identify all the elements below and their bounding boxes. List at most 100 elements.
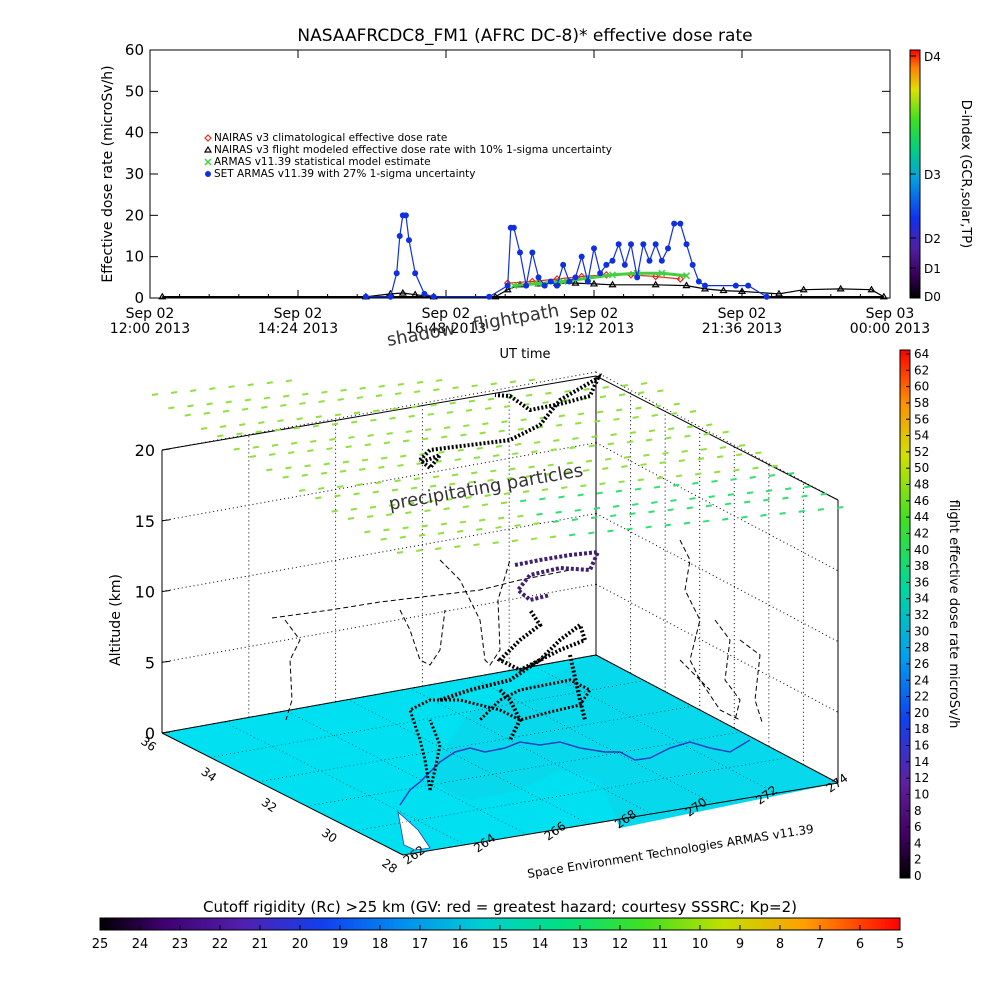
series-point [529, 249, 536, 256]
rigidity-tick-label: 10 [692, 937, 709, 952]
particle-mark [590, 516, 598, 520]
top-x-axis-label: UT time [500, 347, 551, 362]
particle-mark [168, 406, 175, 410]
series-point [683, 241, 690, 248]
particle-mark [190, 389, 197, 393]
particle-mark [413, 477, 420, 481]
particle-mark [318, 399, 325, 403]
particle-mark [414, 390, 421, 394]
particle-mark [746, 491, 754, 495]
particle-mark [536, 512, 543, 516]
particle-mark [571, 518, 579, 522]
dose-colorbar: 0246810121416182022242628303234363840424… [899, 347, 961, 883]
series-point [689, 261, 696, 268]
particle-mark [369, 505, 377, 509]
dose-tick-label: 6 [914, 820, 922, 834]
particle-mark [370, 418, 377, 422]
top-x-tick-label-date: Sep 02 [718, 306, 767, 322]
particle-mark [380, 537, 387, 541]
rigidity-tick-label: 18 [372, 937, 389, 952]
particle-mark [765, 489, 773, 493]
particle-mark [694, 472, 702, 476]
grid-line [409, 688, 652, 815]
particle-mark [408, 501, 415, 505]
series-point [836, 284, 845, 292]
particle-mark [337, 485, 344, 489]
rigidity-colorbar: Cutoff rigidity (Rc) >25 km (GV: red = g… [92, 898, 904, 952]
series-point [732, 282, 739, 289]
particle-mark [290, 441, 298, 445]
particle-mark [678, 459, 685, 463]
particle-mark [730, 477, 737, 481]
particle-mark [435, 378, 443, 382]
particle-mark [380, 456, 388, 460]
particle-mark [509, 380, 517, 384]
particle-mark [454, 458, 462, 462]
particle-mark [755, 451, 762, 455]
particle-mark [653, 485, 661, 489]
series-point [421, 290, 428, 297]
grid-line [595, 654, 839, 784]
particle-mark [749, 475, 756, 479]
flightpath-label: flightpath [471, 300, 560, 336]
particle-mark [247, 383, 254, 387]
series-point [402, 212, 409, 219]
particle-mark [271, 443, 279, 447]
series-point [603, 261, 610, 268]
particle-mark [326, 447, 333, 451]
particle-mark [457, 448, 464, 452]
particle-mark [459, 520, 467, 524]
series-point [634, 274, 641, 281]
particle-mark [244, 398, 252, 402]
particle-mark [236, 432, 243, 436]
particle-mark [525, 474, 532, 478]
particle-mark [268, 453, 276, 457]
particle-mark [329, 437, 336, 441]
dose-tick-label: 48 [914, 478, 929, 492]
altitude-tick [161, 731, 171, 734]
dose-tick-label: 38 [914, 559, 929, 573]
rigidity-tick-label: 7 [816, 937, 824, 952]
latitude-tick-label: 32 [259, 795, 280, 815]
particle-mark [662, 451, 669, 455]
particle-mark [353, 411, 361, 415]
particle-mark [544, 472, 552, 476]
particle-mark [408, 414, 415, 418]
particle-mark [482, 422, 489, 426]
particle-mark [615, 489, 622, 493]
series-point [602, 271, 611, 279]
particle-mark [416, 380, 424, 384]
particle-mark [473, 456, 481, 460]
particle-mark [594, 419, 601, 423]
particle-mark [151, 393, 159, 396]
particle-mark [602, 466, 609, 470]
particle-mark [703, 432, 710, 436]
particle-mark [351, 420, 358, 424]
particle-mark [334, 413, 342, 417]
series-point [204, 134, 212, 142]
top-x-tick-label-time: 12:00 2013 [110, 321, 190, 337]
particle-mark [648, 429, 656, 433]
particle-mark [492, 454, 500, 458]
particle-mark [495, 525, 502, 529]
altitude-tick-label: 10 [135, 583, 155, 602]
particle-mark [367, 433, 374, 437]
particle-mark [673, 402, 680, 406]
particle-mark [266, 468, 273, 472]
particle-mark [397, 382, 405, 386]
particle-mark [317, 487, 325, 491]
particle-mark [621, 383, 629, 387]
particle-mark [738, 444, 746, 447]
particle-mark [424, 509, 431, 513]
particle-mark [473, 543, 480, 547]
shadow-label: shadow [385, 318, 457, 351]
particle-mark [476, 527, 483, 531]
series-point [621, 261, 628, 268]
top-series [158, 212, 888, 300]
grid-line [354, 757, 790, 831]
series-point [652, 241, 659, 248]
particle-mark [722, 517, 729, 521]
series-point [412, 270, 419, 277]
particle-mark [582, 468, 590, 472]
florida-white [397, 810, 431, 851]
